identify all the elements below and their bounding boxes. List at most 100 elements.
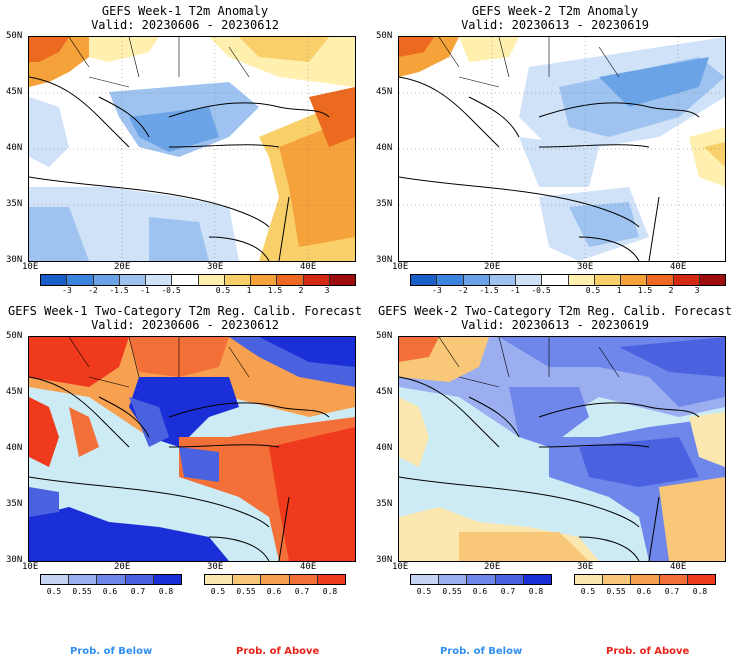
anomaly-colorbar bbox=[410, 274, 726, 286]
colorbar-label: 3 bbox=[324, 286, 330, 295]
lat-tick: 50N bbox=[6, 331, 23, 341]
prob-above-colorbar bbox=[204, 574, 346, 585]
colorbar-label: 1 bbox=[616, 286, 622, 295]
lon-tick: 30E bbox=[207, 562, 224, 572]
lon-tick: 40E bbox=[300, 562, 317, 572]
lat-tick: 40N bbox=[6, 443, 23, 453]
lon-tick: 10E bbox=[392, 562, 409, 572]
lat-tick: 30N bbox=[376, 555, 393, 565]
lat-tick: 50N bbox=[376, 331, 393, 341]
panel-valid-dates: Valid: 20230606 - 20230612 bbox=[91, 18, 279, 32]
colorbar-label: 1.5 bbox=[267, 286, 283, 295]
anomaly-map bbox=[398, 36, 726, 262]
lat-tick: 35N bbox=[6, 499, 23, 509]
colorbar-label: 0.5 bbox=[580, 587, 596, 596]
colorbar-label: -3 bbox=[62, 286, 72, 295]
prob-below-colorbar bbox=[410, 574, 552, 585]
colorbar-label: 0.8 bbox=[692, 587, 708, 596]
lon-tick: 20E bbox=[114, 262, 131, 272]
panel-week2-probability: GEFS Week-2 Two-Category T2m Reg. Calib.… bbox=[370, 300, 740, 600]
legend-prob-below: Prob. of Below bbox=[440, 646, 523, 657]
colorbar-label: 0.5 bbox=[215, 286, 231, 295]
colorbar-label: 3 bbox=[694, 286, 700, 295]
colorbar-label: 1.5 bbox=[637, 286, 653, 295]
colorbar-label: -1.5 bbox=[109, 286, 129, 295]
panel-title: GEFS Week-1 T2m Anomaly bbox=[101, 4, 269, 18]
lat-tick: 35N bbox=[376, 499, 393, 509]
colorbar-label: 0.55 bbox=[236, 587, 256, 596]
lon-tick: 40E bbox=[670, 262, 687, 272]
lat-tick: 50N bbox=[6, 31, 23, 41]
lat-tick: 30N bbox=[6, 255, 23, 265]
lat-tick: 30N bbox=[6, 555, 23, 565]
panel-title: GEFS Week-2 Two-Category T2m Reg. Calib.… bbox=[377, 304, 732, 318]
anomaly-map bbox=[28, 36, 356, 262]
colorbar-label: 0.8 bbox=[322, 587, 338, 596]
probability-map bbox=[28, 336, 356, 562]
colorbar-label: 1 bbox=[246, 286, 252, 295]
prob-above-colorbar bbox=[574, 574, 716, 585]
colorbar-label: 0.8 bbox=[158, 587, 174, 596]
legend-prob-above: Prob. of Above bbox=[236, 646, 320, 657]
colorbar-label: 2 bbox=[298, 286, 304, 295]
lat-tick: 40N bbox=[6, 143, 23, 153]
colorbar-label: 0.7 bbox=[130, 587, 146, 596]
lon-tick: 10E bbox=[392, 262, 409, 272]
lat-tick: 45N bbox=[376, 387, 393, 397]
lat-tick: 30N bbox=[376, 255, 393, 265]
lon-tick: 20E bbox=[484, 562, 501, 572]
lat-tick: 45N bbox=[6, 387, 23, 397]
lat-tick: 35N bbox=[376, 199, 393, 209]
lon-tick: 10E bbox=[22, 262, 39, 272]
panel-week1-probability: GEFS Week-1 Two-Category T2m Reg. Calib.… bbox=[0, 300, 370, 600]
colorbar-label: 0.5 bbox=[585, 286, 601, 295]
legend-prob-above: Prob. of Above bbox=[606, 646, 690, 657]
panel-week1-anomaly: GEFS Week-1 T2m Anomaly Valid: 20230606 … bbox=[0, 0, 370, 300]
colorbar-label: 0.6 bbox=[636, 587, 652, 596]
colorbar-label: 0.55 bbox=[442, 587, 462, 596]
lat-tick: 50N bbox=[376, 31, 393, 41]
colorbar-label: 0.5 bbox=[46, 587, 62, 596]
lon-tick: 10E bbox=[22, 562, 39, 572]
colorbar-label: 0.7 bbox=[294, 587, 310, 596]
lon-tick: 40E bbox=[670, 562, 687, 572]
colorbar-label: 0.5 bbox=[416, 587, 432, 596]
colorbar-label: -3 bbox=[432, 286, 442, 295]
colorbar-label: -1 bbox=[510, 286, 520, 295]
anomaly-colorbar bbox=[40, 274, 356, 286]
panel-valid-dates: Valid: 20230613 - 20230619 bbox=[461, 318, 649, 332]
lat-tick: 40N bbox=[376, 443, 393, 453]
lon-tick: 20E bbox=[484, 262, 501, 272]
panel-valid-dates: Valid: 20230613 - 20230619 bbox=[461, 18, 649, 32]
panel-title: GEFS Week-1 Two-Category T2m Reg. Calib.… bbox=[7, 304, 362, 318]
panel-week2-anomaly: GEFS Week-2 T2m Anomaly Valid: 20230613 … bbox=[370, 0, 740, 300]
colorbar-label: 0.55 bbox=[606, 587, 626, 596]
panel-title: GEFS Week-2 T2m Anomaly bbox=[471, 4, 639, 18]
lon-tick: 30E bbox=[207, 262, 224, 272]
probability-map bbox=[398, 336, 726, 562]
lat-tick: 35N bbox=[6, 199, 23, 209]
colorbar-label: -2 bbox=[458, 286, 468, 295]
lon-tick: 30E bbox=[577, 562, 594, 572]
colorbar-label: -1.5 bbox=[479, 286, 499, 295]
lat-tick: 40N bbox=[376, 143, 393, 153]
lat-tick: 45N bbox=[6, 87, 23, 97]
colorbar-label: 0.6 bbox=[472, 587, 488, 596]
colorbar-label: 0.55 bbox=[72, 587, 92, 596]
lon-tick: 20E bbox=[114, 562, 131, 572]
panel-valid-dates: Valid: 20230606 - 20230612 bbox=[91, 318, 279, 332]
colorbar-label: 0.5 bbox=[210, 587, 226, 596]
colorbar-label: -2 bbox=[88, 286, 98, 295]
colorbar-label: 2 bbox=[668, 286, 674, 295]
colorbar-label: 0.7 bbox=[664, 587, 680, 596]
prob-below-colorbar bbox=[40, 574, 182, 585]
colorbar-label: 0.6 bbox=[266, 587, 282, 596]
lat-tick: 45N bbox=[376, 87, 393, 97]
legend-prob-below: Prob. of Below bbox=[70, 646, 153, 657]
lon-tick: 40E bbox=[300, 262, 317, 272]
colorbar-label: -0.5 bbox=[531, 286, 551, 295]
colorbar-label: -1 bbox=[140, 286, 150, 295]
colorbar-label: 0.8 bbox=[528, 587, 544, 596]
colorbar-label: 0.6 bbox=[102, 587, 118, 596]
lon-tick: 30E bbox=[577, 262, 594, 272]
